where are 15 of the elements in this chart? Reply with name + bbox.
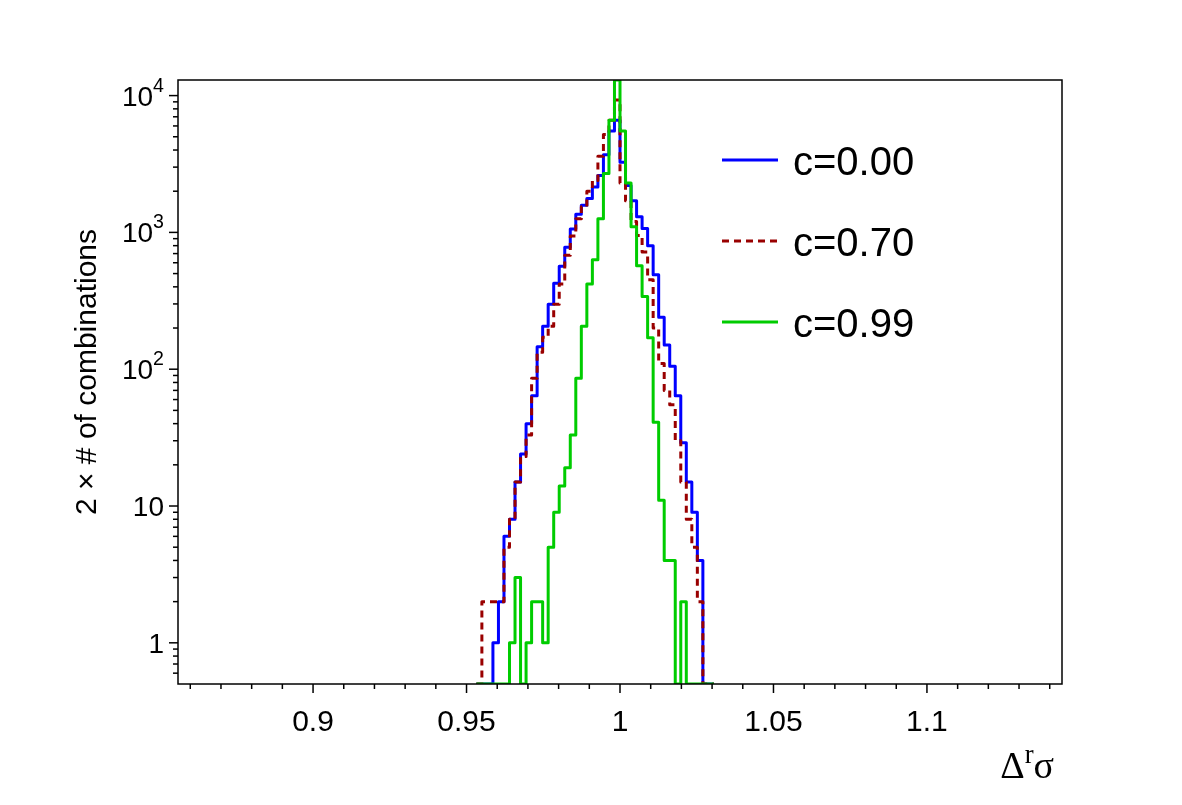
y-tick-label: 1 bbox=[148, 627, 164, 659]
y-tick-label: 10$^{4}$ bbox=[121, 73, 165, 112]
y-axis-title: 2 × # of combinations bbox=[69, 228, 102, 516]
legend-label: c=0.00 bbox=[793, 139, 915, 183]
x-tick-label: 1.05 bbox=[744, 704, 803, 737]
legend-label: c=0.70 bbox=[793, 220, 915, 264]
x-tick-label: 1.1 bbox=[906, 704, 948, 737]
legend-label: c=0.99 bbox=[793, 301, 915, 345]
y-tick-label: 10$^{2}$ bbox=[121, 347, 164, 385]
y-tick-label: 10$^{3}$ bbox=[121, 210, 165, 248]
x-tick-label: 0.95 bbox=[437, 704, 496, 737]
x-axis-title: Δ$^{r}$σ bbox=[1000, 739, 1054, 786]
y-tick-label: 10 bbox=[132, 490, 164, 522]
x-tick-label: 0.9 bbox=[292, 704, 334, 737]
x-tick-label: 1 bbox=[611, 704, 629, 737]
